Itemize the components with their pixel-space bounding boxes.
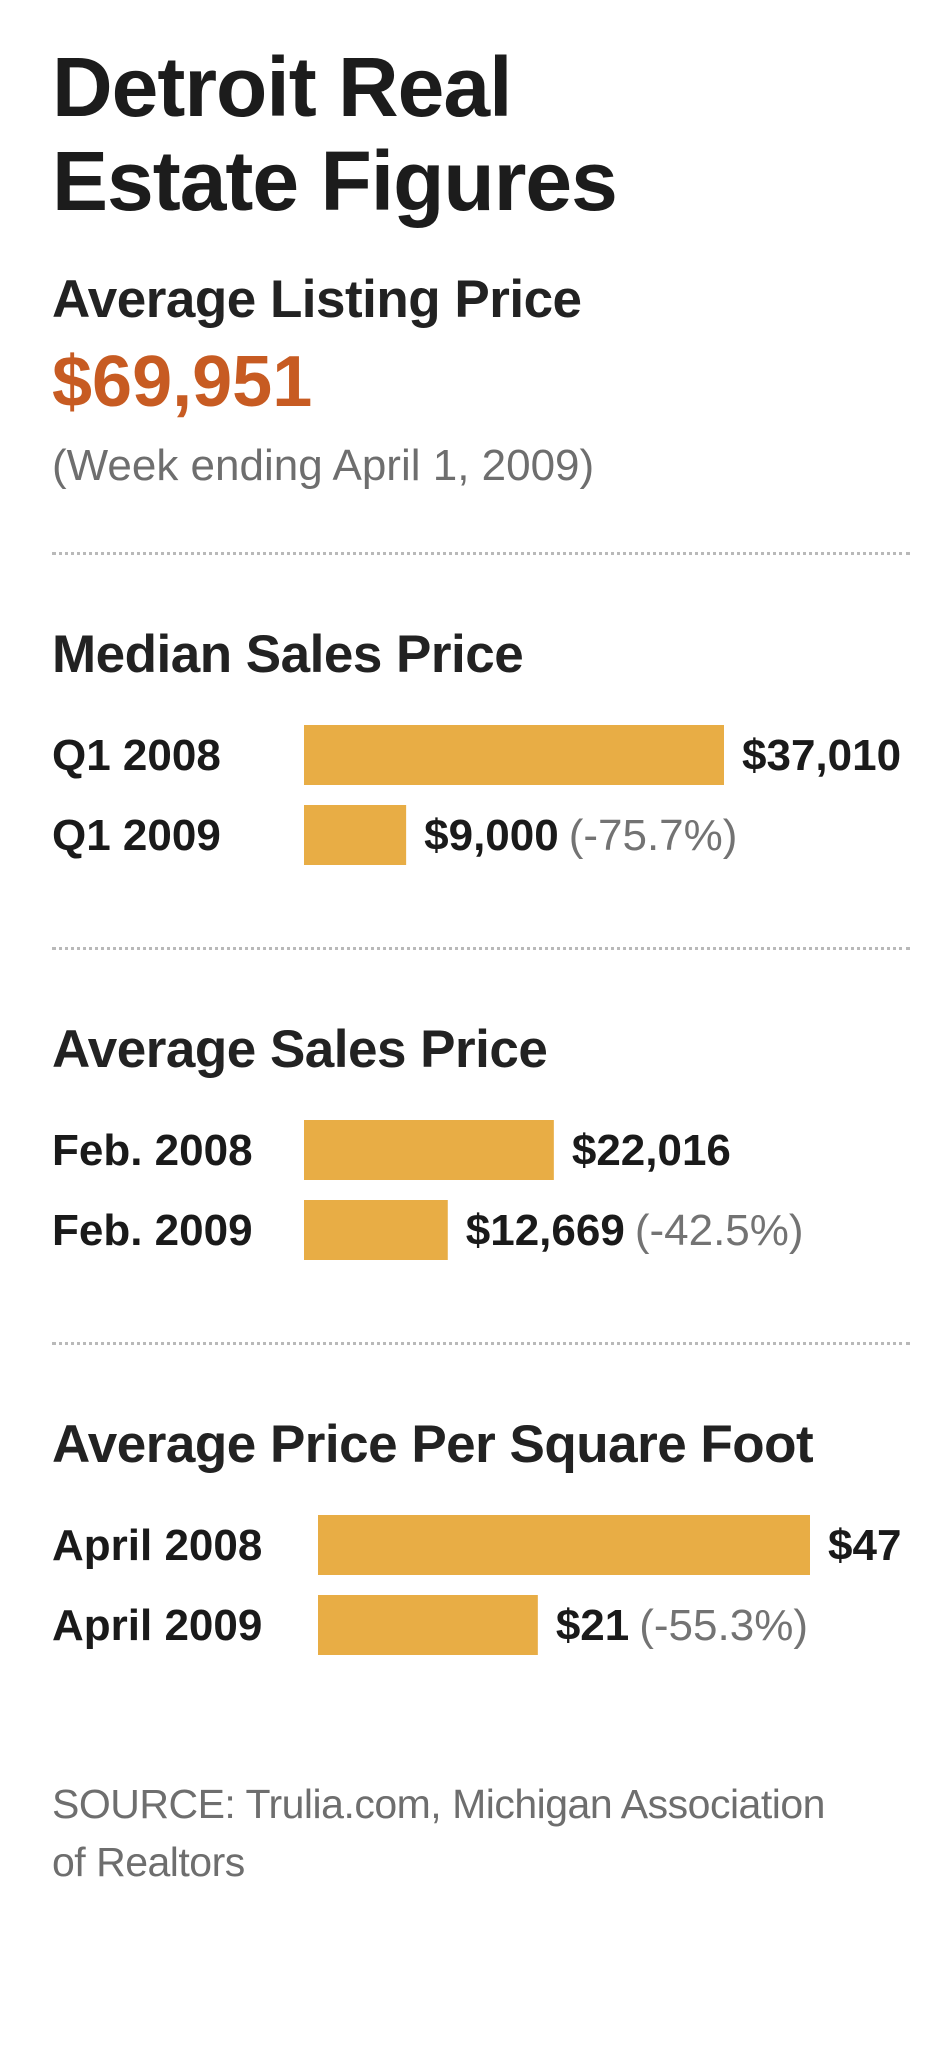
bar	[304, 1200, 448, 1260]
chart-title: Median Sales Price	[52, 625, 524, 684]
page-title: Detroit Real Estate Figures	[52, 40, 618, 228]
source-note: SOURCE: Trulia.com, Michigan Association…	[52, 1781, 825, 1885]
listing-price-heading: Average Listing Price	[52, 270, 582, 329]
bar	[304, 805, 407, 865]
value-label: $21 (-55.3%)	[556, 1601, 808, 1650]
value-label: $12,669 (-42.5%)	[466, 1206, 804, 1255]
chart-section-average-sales: Average Sales Price Feb. 2008 $22,016 Feb.…	[52, 1020, 910, 1272]
average-sales-chart: Feb. 2008 $22,016 Feb. 2009 $12,669 (-42.5%)	[52, 1120, 804, 1260]
infographic: Detroit Real Estate Figures Average List…	[52, 40, 910, 1891]
value-label: $37,010	[742, 731, 901, 780]
divider	[52, 947, 910, 950]
change-label: (-42.5%)	[635, 1206, 804, 1255]
chart-title: Average Price Per Square Foot	[52, 1415, 814, 1474]
category-label: Q1 2009	[52, 811, 221, 860]
listing-price-section: Average Listing Price $69,951 (Week endi…	[52, 270, 910, 492]
value-label: $47	[828, 1521, 901, 1570]
value-text: $47	[828, 1521, 901, 1570]
category-label: Q1 2008	[52, 731, 221, 780]
category-label: Feb. 2008	[52, 1126, 253, 1175]
listing-price-note: (Week ending April 1, 2009)	[52, 441, 595, 490]
value-text: $22,016	[572, 1126, 731, 1175]
price-per-sqft-chart: April 2008 $47 April 2009 $21 (-55.3%)	[52, 1515, 901, 1655]
chart-section-price-per-sqft: Average Price Per Square Foot April 2008…	[52, 1415, 910, 1667]
chart-title: Average Sales Price	[52, 1020, 548, 1079]
bar	[304, 725, 724, 785]
change-label: (-55.3%)	[639, 1601, 808, 1650]
category-label: Feb. 2009	[52, 1206, 253, 1255]
value-text: $9,000	[424, 811, 559, 860]
listing-price-value: $69,951	[52, 342, 313, 422]
bar	[304, 1120, 554, 1180]
value-label: $22,016	[572, 1126, 731, 1175]
change-label: (-75.7%)	[569, 811, 738, 860]
divider	[52, 552, 910, 555]
chart-section-median-sales: Median Sales Price Q1 2008 $37,010 Q1 2009…	[52, 625, 910, 877]
median-sales-chart: Q1 2008 $37,010 Q1 2009 $9,000 (-75.7%)	[52, 725, 901, 865]
value-text: $21	[556, 1601, 629, 1650]
value-text: $12,669	[466, 1206, 625, 1255]
value-text: $37,010	[742, 731, 901, 780]
bar	[318, 1515, 810, 1575]
bar	[318, 1595, 538, 1655]
value-label: $9,000 (-75.7%)	[424, 811, 737, 860]
category-label: April 2008	[52, 1521, 262, 1570]
divider	[52, 1342, 910, 1345]
category-label: April 2009	[52, 1601, 262, 1650]
